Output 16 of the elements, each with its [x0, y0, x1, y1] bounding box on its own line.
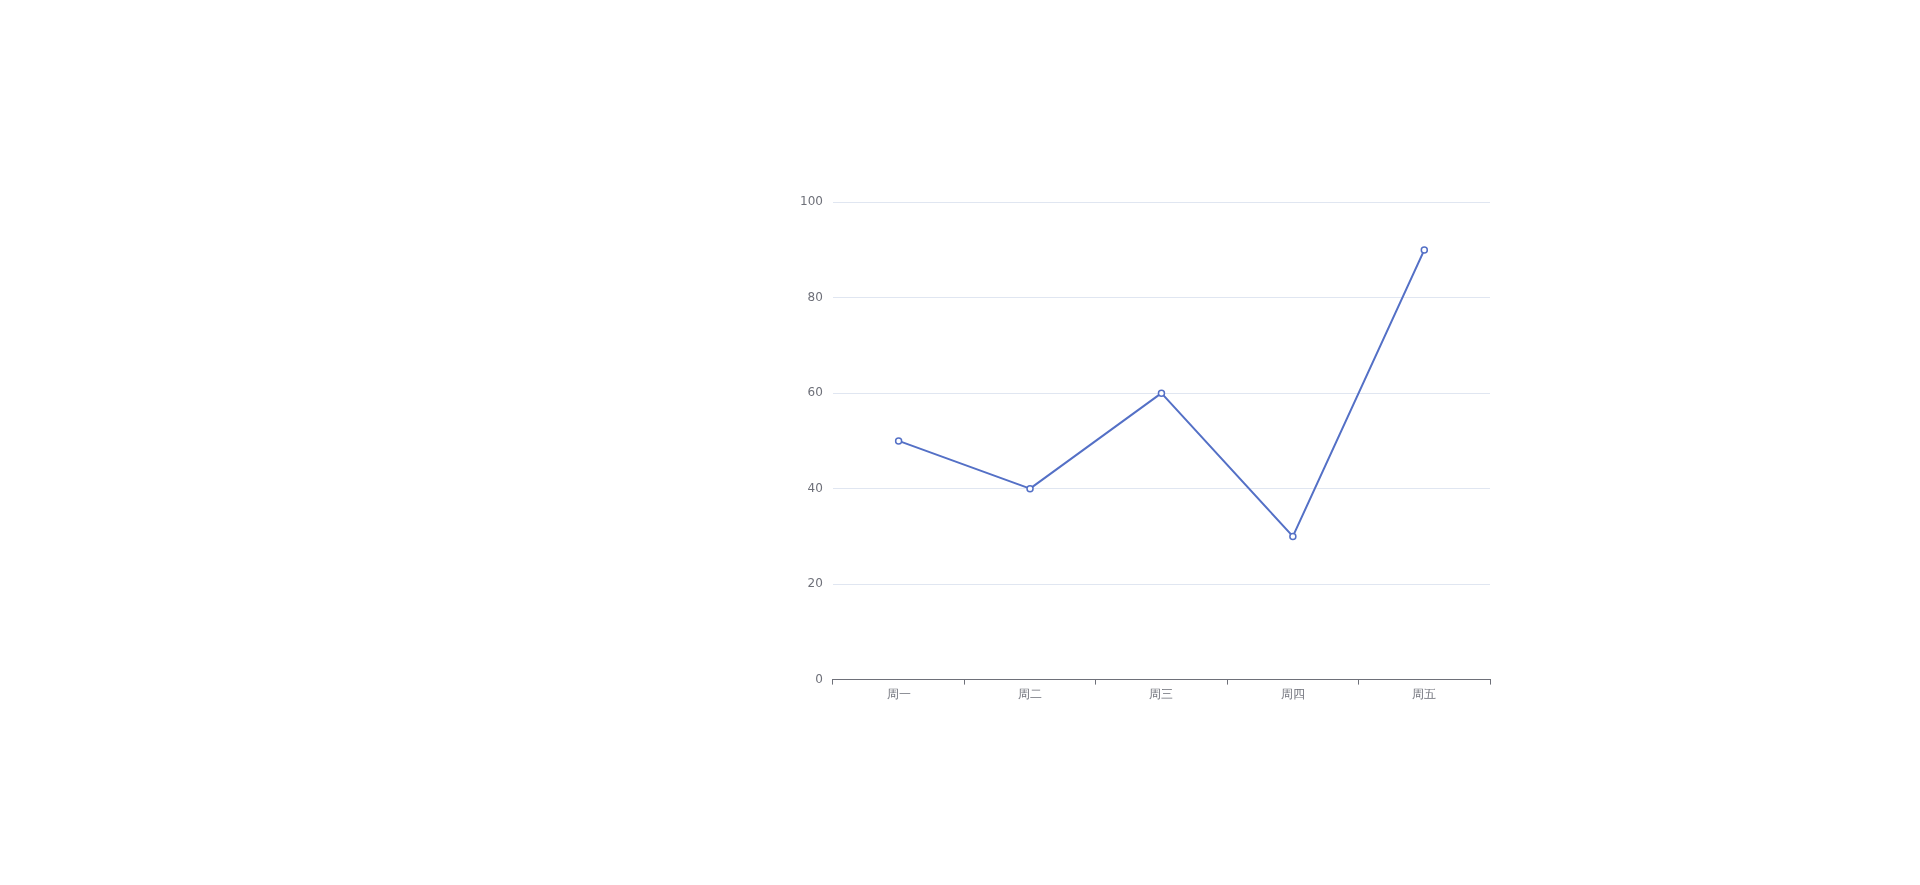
x-tick-label: 周一 — [886, 686, 911, 701]
y-tick-label: 20 — [807, 576, 823, 591]
point — [1026, 484, 1034, 493]
x-tick-label: 周五 — [1412, 686, 1437, 701]
point — [1157, 389, 1166, 397]
y-tick-label: 0 — [815, 671, 823, 686]
point — [894, 437, 903, 445]
y-tick-label: 60 — [807, 385, 823, 400]
y-tick-label: 100 — [800, 194, 823, 209]
y-tick-label: 80 — [807, 289, 823, 304]
x-tick-label: 周三 — [1149, 686, 1174, 701]
point — [1289, 532, 1297, 541]
x-tick-label: 周二 — [1018, 686, 1043, 701]
x-tick-label: 周四 — [1280, 686, 1305, 701]
y-tick-label: 40 — [807, 480, 823, 495]
point — [1420, 246, 1429, 254]
